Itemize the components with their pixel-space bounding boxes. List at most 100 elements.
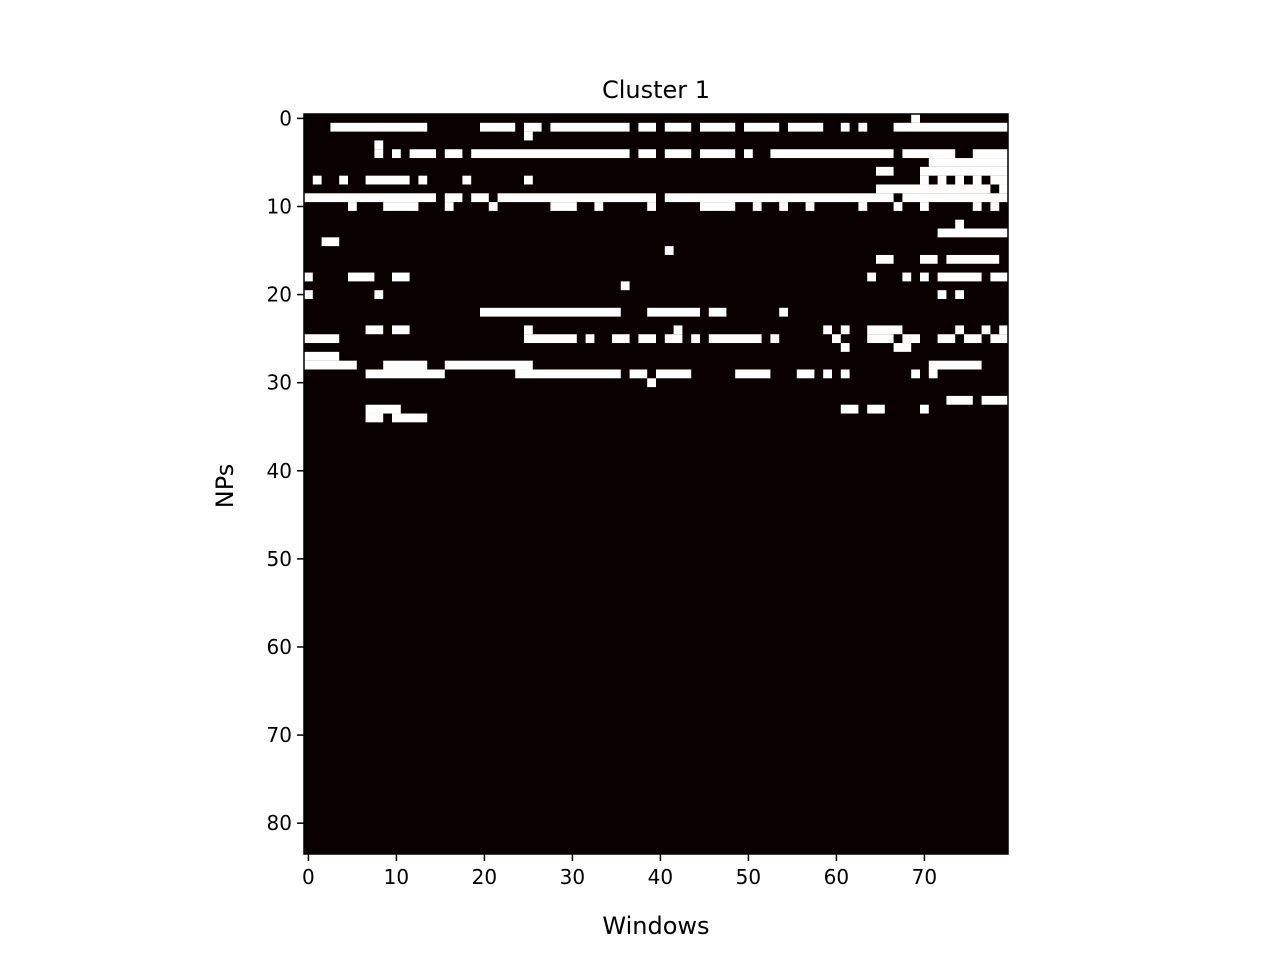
heatmap-cell-run-r10-c16 (444, 202, 454, 211)
heatmap-cell-run-r20-c0 (304, 290, 313, 299)
heatmap-cell-run-r25-c68 (902, 334, 920, 344)
heatmap-cell-run-r24-c64 (867, 325, 903, 335)
heatmap-cell-run-r14-c2 (321, 237, 340, 247)
heatmap-cell-run-r29-c37 (629, 369, 648, 379)
heatmap-cell-run-r4-c53 (770, 149, 894, 159)
heatmap-cell-run-r1-c20 (480, 122, 516, 132)
heatmap-cell-run-r9-c16 (444, 193, 463, 203)
heatmap-cell-run-r7-c72 (937, 175, 947, 185)
y-tick-label-70: 70 (267, 723, 292, 747)
x-tick-label-50: 50 (736, 865, 761, 889)
heatmap-cell-run-r29-c7 (365, 369, 445, 379)
heatmap-cell-run-r29-c59 (823, 369, 832, 379)
heatmap-cell-run-r24-c77 (981, 325, 991, 335)
heatmap-cell-run-r7-c7 (365, 175, 410, 185)
heatmap-cell-run-r18-c68 (902, 272, 912, 282)
heatmap-cell-run-r1-c38 (638, 122, 656, 132)
heatmap-cell-run-r18-c64 (867, 272, 876, 282)
heatmap-cell-run-r16-c65 (876, 254, 894, 264)
plot-frame (303, 113, 1009, 855)
heatmap-cell-run-r33-c64 (867, 404, 885, 414)
heatmap-cell-run-r4-c8 (374, 149, 384, 159)
y-tick-label-80: 80 (267, 811, 292, 835)
x-tick-label-0: 0 (302, 865, 315, 889)
heatmap-cell-run-r29-c71 (928, 369, 938, 379)
heatmap-cell-run-r33-c61 (840, 404, 859, 414)
heatmap-cell-run-r20-c74 (955, 290, 964, 299)
heatmap-cell-run-r1-c55 (788, 122, 824, 132)
heatmap-background (304, 114, 1008, 854)
heatmap-cell-run-r34-c7 (365, 413, 384, 423)
heatmap-cells (304, 114, 1008, 854)
heatmap-cell-run-r5-c71 (928, 158, 1008, 167)
heatmap-cell-run-r16-c70 (920, 254, 938, 264)
heatmap-cell-run-r16-c73 (946, 254, 1000, 264)
heatmap-cell-run-r27-c0 (304, 351, 340, 361)
heatmap-cell-run-r20-c8 (374, 290, 384, 299)
heatmap-cell-run-r34-c10 (392, 413, 428, 423)
heatmap-cell-run-r26-c61 (840, 343, 850, 352)
heatmap-cell-run-r24-c25 (524, 325, 533, 335)
heatmap-cell-run-r22-c46 (708, 307, 727, 317)
heatmap-cell-run-r10-c33 (594, 202, 604, 211)
heatmap-cell-run-r24-c7 (365, 325, 384, 335)
heatmap-cell-run-r28-c0 (304, 360, 357, 370)
y-tick-label-10: 10 (267, 195, 292, 219)
heatmap-cell-run-r22-c39 (647, 307, 700, 317)
heatmap-cell-run-r22-c54 (779, 307, 788, 317)
heatmap-cell-run-r1-c67 (893, 122, 1008, 132)
heatmap-cell-run-r7-c76 (972, 175, 982, 185)
heatmap-cell-run-r29-c40 (656, 369, 692, 379)
y-axis-ticks: 0 10 20 30 40 50 60 70 80 (267, 106, 304, 835)
x-axis-label: Windows (602, 912, 709, 940)
heatmap-cell-run-r18-c5 (348, 272, 375, 282)
x-tick-label-40: 40 (648, 865, 673, 889)
heatmap-cell-run-r25-c0 (304, 334, 340, 344)
y-tick-label-0: 0 (279, 106, 292, 130)
heatmap-cell-run-r24-c10 (392, 325, 410, 335)
heatmap-cell-run-r25-c46 (708, 334, 762, 344)
heatmap-cell-run-r1-c61 (840, 122, 850, 132)
heatmap-cell-run-r20-c72 (937, 290, 947, 299)
heatmap-cell-run-r10-c5 (348, 202, 357, 211)
y-tick-label-40: 40 (267, 459, 292, 483)
x-tick-label-10: 10 (384, 865, 409, 889)
heatmap-cell-run-r18-c78 (990, 272, 1008, 282)
heatmap-cell-run-r7-c1 (312, 175, 322, 185)
heatmap-cell-run-r10-c70 (920, 202, 929, 211)
heatmap-cell-run-r29-c61 (840, 369, 850, 379)
heatmap-cell-run-r25-c35 (612, 334, 630, 344)
heatmap-cell-run-r10-c78 (990, 202, 1000, 211)
heatmap-cell-run-r4-c50 (744, 149, 753, 159)
heatmap-cell-run-r3-c8 (374, 140, 384, 150)
heatmap-cell-run-r6-c65 (876, 166, 894, 176)
heatmap-cell-run-r4-c19 (471, 149, 630, 159)
heatmap-cell-run-r7-c18 (462, 175, 472, 185)
heatmap-cell-run-r33-c7 (365, 404, 401, 414)
heatmap-cell-run-r1-c63 (858, 122, 868, 132)
heatmap-cell-run-r1-c45 (700, 122, 736, 132)
heatmap-cell-run-r1-c50 (744, 122, 780, 132)
heatmap-cell-run-r24-c79 (999, 325, 1008, 335)
heatmap-cell-run-r9-c41 (664, 193, 894, 203)
heatmap-cell-run-r1-c28 (550, 122, 630, 132)
x-tick-label-20: 20 (472, 865, 497, 889)
heatmap-cell-run-r10-c54 (779, 202, 788, 211)
heatmap-cell-run-r25-c32 (585, 334, 595, 344)
heatmap-cell-run-r9-c22 (497, 193, 656, 203)
heatmap-cell-run-r25-c53 (770, 334, 780, 344)
heatmap-cell-run-r32-c77 (981, 395, 1008, 405)
x-tick-label-30: 30 (560, 865, 585, 889)
heatmap-cell-run-r19-c36 (620, 281, 630, 291)
heatmap-cell-run-r13-c72 (937, 228, 1008, 238)
heatmap-cell-run-r4-c76 (972, 149, 1008, 159)
heatmap-cell-run-r25-c38 (638, 334, 656, 344)
heatmap-cell-run-r10-c51 (752, 202, 762, 211)
heatmap-cell-run-r7-c74 (955, 175, 964, 185)
heatmap-cell-run-r25-c72 (937, 334, 956, 344)
heatmap-cell-run-r26-c67 (893, 343, 912, 352)
heatmap-cell-run-r2-c25 (524, 131, 533, 141)
heatmap-cell-run-r18-c0 (304, 272, 313, 282)
heatmap-cell-run-r25-c78 (990, 334, 1008, 344)
